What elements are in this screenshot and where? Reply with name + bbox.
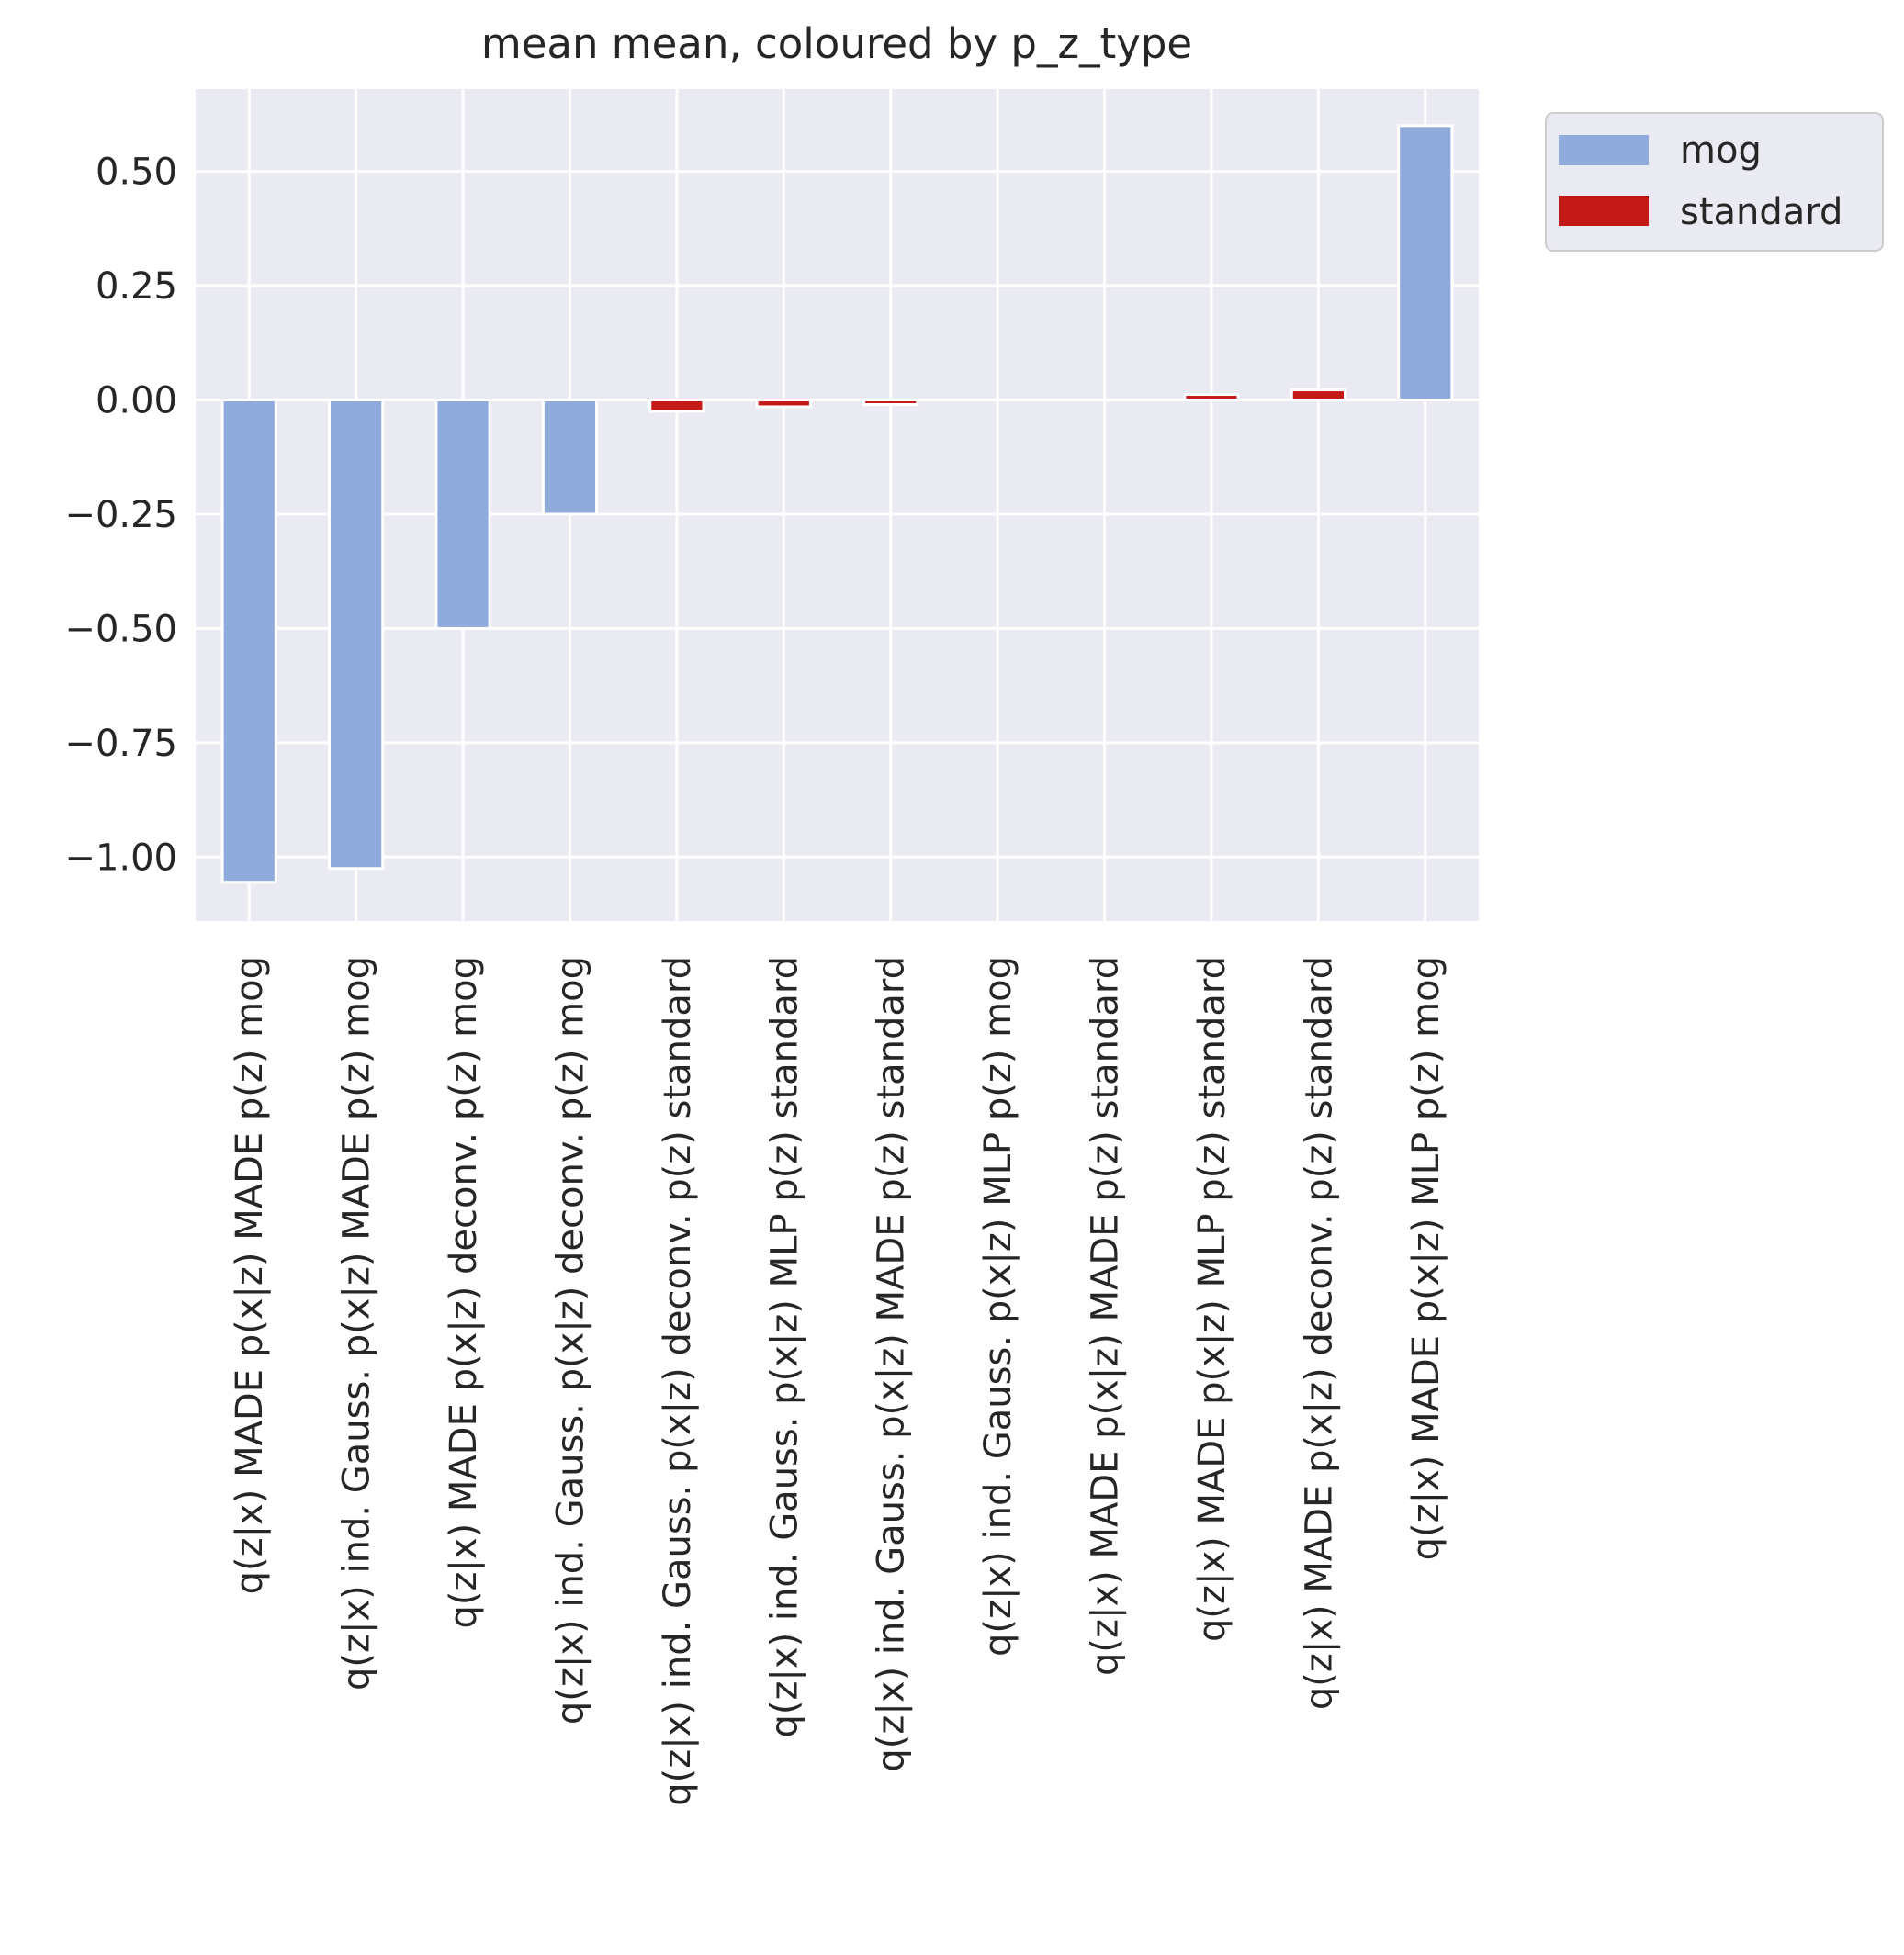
x-tick-label: q(z|x) ind. Gauss. p(x|z) deconv. p(z) s… xyxy=(657,956,699,1806)
bar xyxy=(755,399,812,409)
legend: mog standard xyxy=(1545,112,1884,252)
bar xyxy=(220,399,277,884)
x-tick-label: q(z|x) ind. Gauss. p(x|z) MADE p(z) mog xyxy=(336,956,378,1691)
y-tick-label: 0.00 xyxy=(96,380,177,422)
x-tick-label: q(z|x) MADE p(x|z) deconv. p(z) standard xyxy=(1298,956,1340,1710)
bar xyxy=(862,399,919,406)
x-tick-label: q(z|x) ind. Gauss. p(x|z) MLP p(z) mog xyxy=(977,956,1020,1657)
x-tick-label: q(z|x) ind. Gauss. p(x|z) deconv. p(z) m… xyxy=(549,956,591,1725)
x-tick-label: q(z|x) MADE p(x|z) MADE p(z) mog xyxy=(229,956,271,1594)
x-axis: q(z|x) MADE p(x|z) MADE p(z) mog q(z|x) i… xyxy=(229,956,1448,1806)
y-tick-label: −0.25 xyxy=(64,494,177,536)
x-tick-label: q(z|x) MADE p(x|z) deconv. p(z) mog xyxy=(443,956,485,1629)
legend-swatch-standard xyxy=(1559,196,1649,226)
bar xyxy=(328,399,385,871)
legend-label-mog: mog xyxy=(1680,129,1762,172)
x-tick-label: q(z|x) ind. Gauss. p(x|z) MLP p(z) stand… xyxy=(763,956,806,1738)
bar xyxy=(648,399,705,413)
bar xyxy=(1397,124,1454,402)
chart-title: mean mean, coloured by p_z_type xyxy=(481,19,1192,68)
bar xyxy=(1183,393,1240,402)
bar xyxy=(1290,388,1346,402)
legend-swatch-mog xyxy=(1559,135,1649,165)
plot-area xyxy=(196,89,1479,921)
y-tick-label: 0.25 xyxy=(96,265,177,308)
x-tick-label: q(z|x) MADE p(x|z) MLP p(z) standard xyxy=(1191,956,1234,1642)
x-tick-label: q(z|x) MADE p(x|z) MADE p(z) standard xyxy=(1085,956,1127,1676)
bar xyxy=(541,399,599,516)
y-tick-label: 0.50 xyxy=(96,152,177,194)
legend-label-standard: standard xyxy=(1680,191,1842,233)
grid xyxy=(196,89,1479,921)
x-tick-label: q(z|x) MADE p(x|z) MLP p(z) mog xyxy=(1405,956,1448,1560)
y-tick-label: −0.75 xyxy=(64,723,177,765)
y-tick-label: −1.00 xyxy=(64,837,177,879)
bars xyxy=(220,124,1454,884)
x-tick-label: q(z|x) ind. Gauss. p(x|z) MADE p(z) stan… xyxy=(871,956,913,1772)
y-axis: 0.50 0.25 0.00 −0.25 −0.50 −0.75 −1.00 xyxy=(64,152,177,880)
y-tick-label: −0.50 xyxy=(64,608,177,650)
bar xyxy=(434,399,491,630)
